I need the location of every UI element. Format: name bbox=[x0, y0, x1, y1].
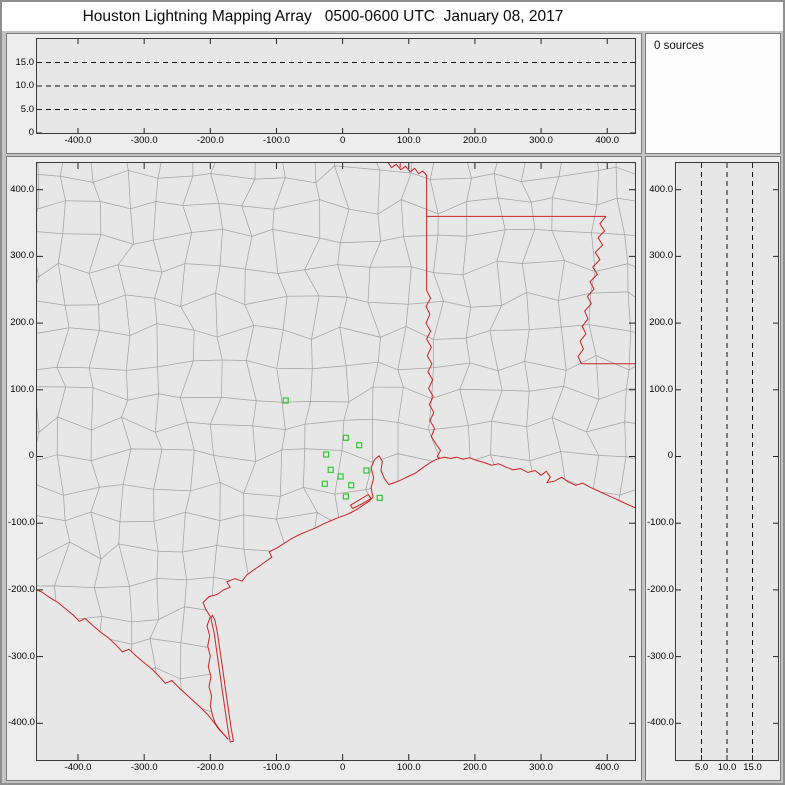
tick-label: 400.0 bbox=[10, 183, 34, 195]
tick-label: 0 bbox=[28, 450, 34, 462]
station-marker bbox=[327, 466, 334, 473]
tick-label: -400.0 bbox=[8, 717, 35, 729]
tick-label: 15.0 bbox=[15, 56, 35, 68]
plan-view-map-plot-area[interactable] bbox=[36, 162, 636, 761]
tick-label: -400.0 bbox=[647, 717, 674, 729]
altitude-ew-projection-panel: 0 5.0 10.0 15.0 -400.0 -300.0 -200.0 -100.0 0 10… bbox=[6, 33, 642, 154]
border-galveston_island bbox=[349, 493, 372, 509]
station-marker bbox=[348, 482, 355, 489]
tick-label: 300.0 bbox=[529, 762, 553, 773]
lma-stations bbox=[282, 397, 383, 501]
border-coast bbox=[202, 455, 635, 740]
tick-label: -300.0 bbox=[130, 762, 158, 773]
tick-label: -200.0 bbox=[196, 135, 224, 146]
tick-label: -200.0 bbox=[8, 583, 35, 595]
tick-label: 200.0 bbox=[649, 317, 673, 329]
tick-label: 5.0 bbox=[694, 762, 709, 773]
tick-label: 0 bbox=[339, 762, 346, 773]
map-y-axis-labels: 400.0 300.0 200.0 100.0 0 -100.0 -200.0 -300.0 -… bbox=[8, 163, 35, 760]
tick-label: 15.0 bbox=[743, 762, 762, 773]
tick-label: -300.0 bbox=[130, 135, 158, 146]
map-axis-ticks bbox=[37, 163, 635, 760]
border-sabine_tx_la bbox=[425, 216, 442, 459]
station-marker bbox=[342, 493, 349, 500]
station-marker bbox=[282, 397, 289, 404]
sources-count-panel: 0 sources bbox=[645, 33, 781, 154]
tick-label: 0 bbox=[28, 127, 34, 138]
tick-label: 0 bbox=[667, 450, 673, 462]
tick-label: 200.0 bbox=[463, 762, 487, 773]
altitude-reference-lines bbox=[701, 163, 753, 760]
tick-label: -200.0 bbox=[196, 762, 224, 773]
station-marker bbox=[376, 494, 383, 501]
tick-label: -100.0 bbox=[262, 762, 290, 773]
border-rio_grande bbox=[37, 589, 229, 740]
border-padre_island bbox=[210, 614, 234, 743]
tick-label: -100.0 bbox=[262, 135, 290, 146]
tick-label: -300.0 bbox=[8, 650, 35, 662]
tick-label: 400.0 bbox=[649, 183, 673, 195]
tick-label: 100.0 bbox=[10, 383, 34, 395]
tick-label: 400.0 bbox=[595, 135, 620, 146]
station-marker bbox=[342, 434, 349, 441]
station-marker bbox=[337, 473, 344, 480]
tick-label: 200.0 bbox=[10, 317, 34, 329]
tick-label: -300.0 bbox=[647, 650, 674, 662]
tick-label: -100.0 bbox=[8, 517, 35, 529]
altitude-reference-lines bbox=[37, 62, 635, 110]
ns-projection-plot-area[interactable] bbox=[675, 162, 779, 761]
county-lines bbox=[37, 163, 635, 740]
tick-label: 0 bbox=[339, 135, 346, 146]
tick-label: 100.0 bbox=[396, 762, 421, 773]
ew-projection-canvas bbox=[37, 39, 635, 133]
map-x-axis-labels: -400.0 -300.0 -200.0 -100.0 0 100.0 200.0 300.0… bbox=[37, 762, 635, 776]
tick-label: 300.0 bbox=[529, 135, 553, 146]
sources-count-text: 0 sources bbox=[654, 40, 704, 52]
station-marker bbox=[321, 480, 328, 487]
tick-label: 200.0 bbox=[463, 135, 487, 146]
ew-panel-x-axis-labels: -400.0 -300.0 -200.0 -100.0 0 100.0 200.0 300.0… bbox=[37, 135, 635, 148]
tick-label: 400.0 bbox=[595, 762, 620, 773]
state-and-coast-borders bbox=[37, 163, 635, 743]
tick-label: -400.0 bbox=[64, 762, 92, 773]
tick-label: 300.0 bbox=[649, 250, 673, 262]
ew-projection-plot-area[interactable] bbox=[36, 38, 636, 134]
tick-label: 10.0 bbox=[15, 80, 35, 91]
tick-label: -100.0 bbox=[647, 517, 674, 529]
tick-label: 10.0 bbox=[717, 762, 737, 773]
title-bar bbox=[2, 2, 783, 31]
tick-label: 300.0 bbox=[10, 250, 34, 262]
ns-panel-x-axis-labels: 5.0 10.0 15.0 bbox=[676, 762, 780, 776]
station-marker bbox=[363, 467, 370, 474]
ns-panel-y-axis-labels: 400.0 300.0 200.0 100.0 0 -100.0 -200.0 -300.0 -… bbox=[647, 163, 674, 760]
tick-label: -200.0 bbox=[647, 583, 674, 595]
altitude-ns-projection-panel: 400.0 300.0 200.0 100.0 0 -100.0 -200.0 -300.0 -… bbox=[645, 156, 781, 781]
border-red_river bbox=[387, 163, 427, 176]
plan-view-map-panel: 400.0 300.0 200.0 100.0 0 -100.0 -200.0 -300.0-… bbox=[6, 156, 642, 781]
ew-panel-y-axis-labels: 0 5.0 10.0 15.0 bbox=[8, 39, 35, 138]
tick-label: 100.0 bbox=[396, 135, 421, 146]
border-mississippi_river bbox=[577, 216, 607, 365]
plan-view-map-canvas bbox=[37, 163, 635, 760]
station-marker bbox=[323, 451, 330, 458]
station-marker bbox=[356, 442, 363, 449]
tick-label: -400.0 bbox=[64, 135, 92, 146]
tick-label: 5.0 bbox=[20, 103, 34, 115]
ns-projection-canvas bbox=[676, 163, 778, 760]
page-title: Houston Lightning Mapping Array 0500-060… bbox=[82, 8, 564, 25]
tick-label: 100.0 bbox=[649, 383, 673, 395]
ns-axis-ticks bbox=[676, 163, 778, 760]
ew-axis-ticks bbox=[37, 39, 635, 133]
